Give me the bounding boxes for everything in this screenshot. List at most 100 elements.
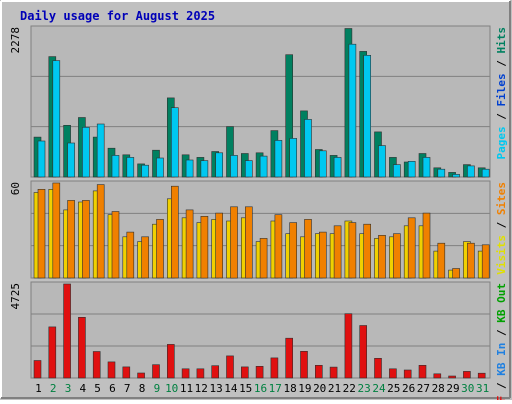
bar-hits-files-day-20: [318, 150, 327, 178]
bar-hits-files-day-7: [126, 157, 135, 178]
bar-kbf-kb-f-day-7: [122, 366, 131, 379]
legend-label-kbf: KB F / KB In / KB Out: [495, 283, 508, 400]
bar-hits-files-day-16: [259, 155, 268, 178]
bar-kbf-kb-f-day-31: [477, 372, 486, 379]
bar-kbf-kb-f-day-24: [374, 357, 382, 379]
panel-kbf: 4725 KB F / KB In / KB Out: [9, 281, 508, 404]
bar-kbf-kb-f-day-22: [344, 313, 353, 379]
x-tick-label: 18: [283, 382, 296, 395]
bar-visits-sites-day-30: [467, 242, 475, 279]
x-tick-label: 25: [387, 382, 400, 395]
bar-hits-files-day-27: [422, 157, 431, 178]
bar-kbf-kb-f-day-27: [418, 364, 427, 379]
plot-area-kbf: [30, 281, 491, 379]
x-tick-label: 2: [50, 382, 57, 395]
panel-visits: 60 Visits / Sites: [9, 180, 508, 279]
bar-hits-files-day-6: [111, 155, 120, 178]
bar-kbf-kb-f-day-19: [300, 350, 308, 379]
bar-kbf-kb-f-day-4: [78, 316, 86, 379]
bar-kbf-kb-f-day-5: [92, 351, 101, 379]
bar-kbf-kb-f-day-9: [152, 364, 160, 379]
bar-hits-files-day-22: [348, 43, 357, 178]
x-tick-label: 1: [35, 382, 42, 395]
bar-hits-files-day-26: [407, 161, 416, 178]
bar-hits-files-day-14: [230, 155, 238, 178]
legend-segment: Visits: [495, 235, 508, 275]
bar-visits-sites-day-20: [318, 231, 327, 279]
bar-kbf-kb-f-day-25: [389, 368, 397, 379]
y-max-label-kbf: 4725: [9, 283, 22, 310]
bar-hits-files-day-8: [141, 164, 149, 178]
bar-visits-sites-day-18: [289, 222, 298, 279]
bar-visits-sites-day-14: [230, 206, 238, 279]
bar-visits-sites-day-28: [437, 242, 446, 279]
x-tick-label: 13: [209, 382, 222, 395]
bar-kbf-kb-f-day-6: [107, 361, 116, 379]
bar-hits-files-day-25: [393, 164, 401, 178]
legend-segment: Hits: [495, 27, 508, 54]
bar-kbf-kb-f-day-14: [226, 355, 234, 379]
bar-visits-sites-day-13: [215, 212, 223, 279]
bar-kbf-kb-f-day-1: [33, 360, 42, 379]
x-tick-label: 8: [139, 382, 146, 395]
legend-segment: /: [495, 54, 508, 74]
bar-kbf-kb-f-day-29: [448, 375, 456, 379]
bar-hits-files-day-24: [378, 145, 386, 178]
bar-visits-sites-day-31: [481, 244, 490, 279]
y-max-label-visits: 60: [9, 182, 22, 195]
bar-kbf-kb-f-day-12: [196, 368, 205, 379]
bar-visits-sites-day-7: [126, 231, 135, 279]
legend-segment: /: [495, 215, 508, 235]
bar-kbf-kb-f-day-8: [137, 372, 145, 379]
x-tick-label: 31: [476, 382, 489, 395]
bar-hits-files-day-23: [363, 54, 372, 178]
x-tick-label: 19: [298, 382, 311, 395]
x-tick-label: 30: [461, 382, 474, 395]
bar-kbf-kb-f-day-3: [63, 283, 71, 379]
legend-segment: Pages: [495, 126, 508, 159]
x-tick-label: 26: [402, 382, 415, 395]
x-tick-label: 6: [109, 382, 116, 395]
bar-kbf-kb-f-day-2: [48, 326, 57, 379]
bar-visits-sites-day-3: [67, 200, 75, 279]
bar-visits-sites-day-8: [141, 236, 149, 279]
x-tick-label: 4: [79, 382, 86, 395]
bar-hits-files-day-31: [481, 168, 490, 178]
bar-visits-sites-day-19: [304, 219, 312, 279]
x-tick-label: 23: [357, 382, 370, 395]
legend-segment: Files: [495, 73, 508, 106]
legend-segment: KB Out: [495, 283, 508, 323]
bar-hits-files-day-11: [185, 159, 194, 178]
bar-hits-files-day-9: [156, 157, 164, 178]
legend-segment: /: [495, 323, 508, 343]
x-tick-label: 11: [180, 382, 193, 395]
bar-visits-sites-day-15: [245, 206, 253, 279]
bar-kbf-kb-f-day-28: [433, 373, 442, 379]
bar-kbf-kb-f-day-15: [241, 366, 249, 379]
bar-visits-sites-day-29: [452, 268, 460, 279]
bar-visits-sites-day-5: [96, 184, 105, 279]
x-tick-label: 21: [328, 382, 341, 395]
bar-hits-hits-day-14: [226, 126, 234, 178]
bar-hits-files-day-30: [467, 165, 475, 178]
bar-hits-files-day-28: [437, 168, 446, 178]
bar-kbf-kb-f-day-11: [181, 368, 190, 379]
x-tick-label: 29: [446, 382, 459, 395]
bar-kbf-kb-f-day-30: [463, 371, 471, 379]
bar-hits-files-day-4: [82, 127, 90, 178]
x-tick-label: 27: [417, 382, 430, 395]
x-tick-label: 14: [224, 382, 238, 395]
bar-visits-sites-day-27: [422, 212, 431, 279]
bar-hits-files-day-3: [67, 142, 75, 178]
bar-hits-files-day-17: [274, 140, 283, 178]
bar-kbf-kb-f-day-23: [359, 325, 368, 379]
legend-label-hits: Pages / Files / Hits: [495, 27, 508, 160]
bar-hits-files-day-19: [304, 119, 312, 178]
bar-visits-sites-day-10: [171, 185, 179, 279]
bar-visits-sites-day-6: [111, 211, 120, 279]
bar-visits-sites-day-24: [378, 235, 386, 279]
x-tick-label: 10: [165, 382, 178, 395]
bar-visits-sites-day-25: [393, 233, 401, 279]
bar-hits-files-day-29: [452, 174, 460, 178]
